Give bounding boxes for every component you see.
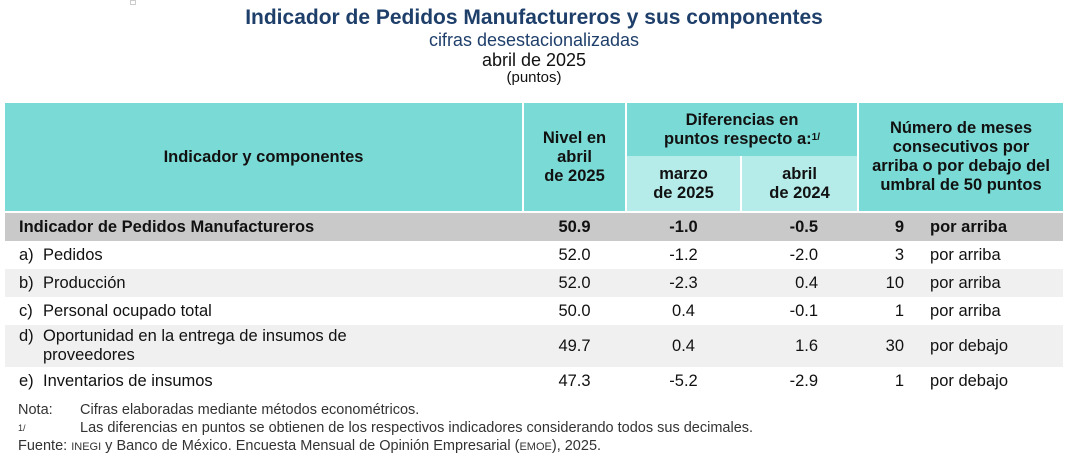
row-months: 3 [894,245,905,264]
row-letter: e) [19,371,34,390]
units-label: (puntos) [506,69,562,86]
row-diff-april: 1.6 [741,325,859,367]
header-indicator: Indicador y componentes [5,103,523,212]
indicator-table: Indicador y componentes Nivel en abril d… [5,103,1064,395]
row-months: 9 [858,211,919,241]
table-notes: Nota: Cifras elaboradas mediante métodos … [18,401,753,456]
row-direction: por debajo [918,325,1064,367]
corner-marker [130,0,136,5]
table-row: b) Producción 52.0 -2.3 0.4 10 por arriba [5,269,1064,297]
header-differences: Diferencias en puntos respecto a:1/ [624,103,859,156]
row-diff-april: -0.5 [741,211,859,241]
header-diff-april: abril de 2024 [739,156,859,212]
row-level: 52.0 [558,245,591,264]
note-text: Cifras elaboradas mediante métodos econo… [80,402,420,418]
table-header-block: Indicador de Pedidos Manufactureros y su… [0,0,1068,86]
row-letter: d) [19,327,34,345]
footnote-marker: 1/ [18,423,26,433]
row-level: 47.3 [558,371,591,390]
header-consecutive-months: Número de meses consecutivos por arriba … [857,103,1064,212]
row-diff-march: -1.0 [626,211,741,241]
row-direction: por arriba [930,301,1001,320]
row-direction: por arriba [918,269,1064,297]
source-label: Fuente: [18,438,68,454]
row-letter: a) [19,245,34,264]
footnote-text: Las diferencias en puntos se obtienen de… [80,420,754,436]
source-emoe: EMOE [519,441,552,453]
source-end: ), 2025. [551,438,602,454]
page-subtitle: cifras desestacionalizadas [428,30,640,50]
note-line: Nota: Cifras elaboradas mediante métodos … [18,401,753,419]
row-name: Indicador de Pedidos Manufactureros [5,211,523,241]
table-row: c) Personal ocupado total 50.0 0.4 -0.1 1… [5,297,1063,325]
row-name: Inventarios de insumos [43,371,213,390]
header-diff-march: marzo de 2025 [625,156,741,212]
row-name: Personal ocupado total [43,301,212,320]
footnote-line: 1/Las diferencias en puntos se obtienen … [18,419,753,437]
row-level: 52.0 [523,269,626,297]
table-row: e) Inventarios de insumos 47.3 -5.2 -2.9 … [5,367,1063,395]
table-row: d) Oportunidad en la entrega de insumos … [5,325,1064,367]
row-name: Pedidos [43,245,103,264]
row-letter: c) [19,301,33,320]
row-months: 30 [858,325,919,367]
row-direction: por debajo [930,371,1008,390]
table-row-main-indicator: Indicador de Pedidos Manufactureros 50.9… [5,211,1064,241]
period-label: abril de 2025 [481,50,587,70]
row-diff-march: 0.4 [626,325,741,367]
table-row: a) Pedidos 52.0 -1.2 -2.0 3 por arriba [5,241,1063,269]
row-diff-march: 0.4 [672,301,695,320]
row-diff-april: 0.4 [741,269,859,297]
row-name: Oportunidad en la entrega de insumos de [43,327,347,345]
source-line: Fuente: INEGI y Banco de México. Encuest… [18,437,753,456]
row-level: 50.0 [558,301,591,320]
row-diff-march: -1.2 [669,245,698,264]
row-level: 49.7 [523,325,626,367]
row-diff-march: -5.2 [669,371,698,390]
row-name-continued: proveedores [43,346,135,364]
row-diff-march: -2.3 [626,269,741,297]
row-direction: por arriba [918,211,1064,241]
row-months: 1 [894,371,905,390]
row-months: 10 [858,269,919,297]
note-label: Nota: [18,402,53,418]
source-inegi: INEGI [71,441,102,453]
row-level: 50.9 [523,211,626,241]
row-months: 1 [894,301,905,320]
source-text: y Banco de México. Encuesta Mensual de O… [101,438,520,454]
header-level: Nivel en abril de 2025 [522,103,626,212]
row-diff-april: -2.9 [789,371,819,390]
row-direction: por arriba [930,245,1001,264]
row-diff-april: -2.0 [789,245,819,264]
row-letter: b) [19,273,34,292]
page-title: Indicador de Pedidos Manufactureros y su… [245,6,823,29]
row-diff-april: -0.1 [789,301,819,320]
row-name: Producción [43,273,126,292]
